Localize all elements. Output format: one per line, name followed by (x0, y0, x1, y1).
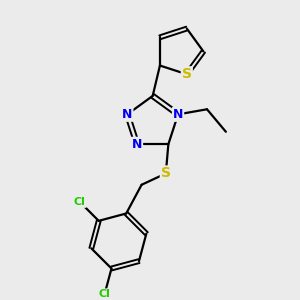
Text: Cl: Cl (99, 289, 110, 299)
Text: Cl: Cl (74, 197, 86, 207)
Text: N: N (173, 108, 183, 121)
Text: N: N (132, 138, 142, 151)
Text: S: S (161, 167, 171, 181)
Text: S: S (182, 67, 192, 81)
Text: N: N (122, 108, 133, 121)
